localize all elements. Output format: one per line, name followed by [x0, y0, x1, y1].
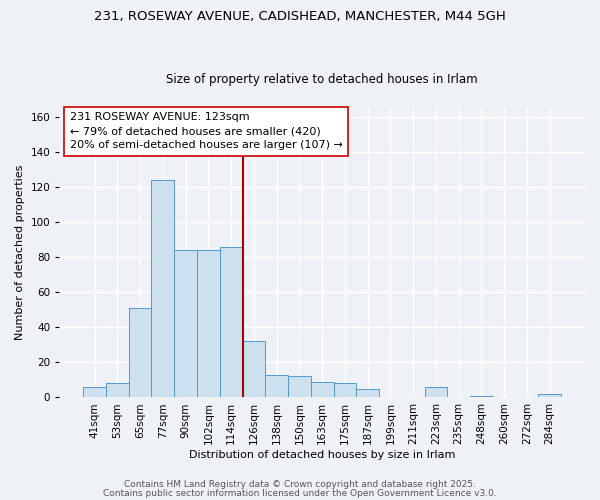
Bar — [334, 384, 356, 398]
Bar — [242, 342, 265, 398]
Bar — [425, 387, 448, 398]
Bar — [265, 374, 288, 398]
Bar — [129, 308, 151, 398]
Text: Contains public sector information licensed under the Open Government Licence v3: Contains public sector information licen… — [103, 489, 497, 498]
Bar — [470, 396, 493, 398]
Bar — [538, 394, 561, 398]
Title: Size of property relative to detached houses in Irlam: Size of property relative to detached ho… — [166, 73, 478, 86]
Bar — [220, 246, 242, 398]
Bar — [356, 388, 379, 398]
Y-axis label: Number of detached properties: Number of detached properties — [15, 165, 25, 340]
Bar — [288, 376, 311, 398]
X-axis label: Distribution of detached houses by size in Irlam: Distribution of detached houses by size … — [189, 450, 455, 460]
Bar — [83, 387, 106, 398]
Bar — [174, 250, 197, 398]
Text: 231, ROSEWAY AVENUE, CADISHEAD, MANCHESTER, M44 5GH: 231, ROSEWAY AVENUE, CADISHEAD, MANCHEST… — [94, 10, 506, 23]
Bar — [311, 382, 334, 398]
Text: 231 ROSEWAY AVENUE: 123sqm
← 79% of detached houses are smaller (420)
20% of sem: 231 ROSEWAY AVENUE: 123sqm ← 79% of deta… — [70, 112, 343, 150]
Bar — [106, 384, 129, 398]
Bar — [151, 180, 174, 398]
Text: Contains HM Land Registry data © Crown copyright and database right 2025.: Contains HM Land Registry data © Crown c… — [124, 480, 476, 489]
Bar — [197, 250, 220, 398]
